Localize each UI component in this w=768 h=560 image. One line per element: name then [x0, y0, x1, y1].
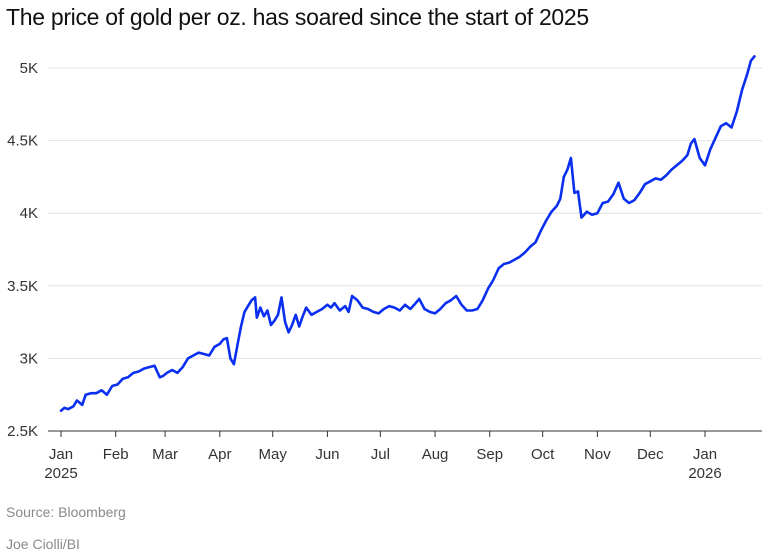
x-axis-ticks: Jan 2025 Feb Mar Apr May Jun Jul Aug Sep Oct Nov Dec…: [44, 431, 722, 482]
x-tick-label: Jul: [371, 446, 390, 463]
source-note: Source: Bloomberg: [6, 504, 126, 520]
x-tick-label: May: [259, 446, 288, 463]
x-tick-label: Jun: [315, 446, 339, 463]
x-tick-year-label: 2026: [688, 465, 721, 482]
chart-title: The price of gold per oz. has soared sin…: [6, 4, 589, 30]
x-tick-label: Mar: [152, 446, 178, 463]
y-tick-label: 5K: [20, 60, 38, 77]
y-axis-ticks: 2.5K 3K 3.5K 4K 4.5K 5K: [7, 60, 38, 440]
chart-svg: 2.5K 3K 3.5K 4K 4.5K 5K Jan 2025 Feb Mar Apr May Ju…: [7, 55, 762, 482]
y-tick-label: 3.5K: [7, 278, 38, 295]
x-tick-year-label: 2025: [44, 465, 77, 482]
x-tick-label: Sep: [476, 446, 503, 463]
y-tick-label: 2.5K: [7, 423, 38, 440]
x-tick-label: Nov: [584, 446, 611, 463]
x-tick-label: Dec: [637, 446, 664, 463]
y-tick-label: 4K: [20, 205, 38, 222]
series-layer: [59, 55, 756, 413]
x-tick-label: Oct: [531, 446, 555, 463]
y-tick-label: 4.5K: [7, 133, 38, 150]
x-tick-label: Feb: [103, 446, 129, 463]
gold-price-line: [59, 55, 756, 413]
y-tick-label: 3K: [20, 350, 38, 367]
gridlines: [48, 67, 762, 432]
x-tick-label: Jan: [49, 446, 73, 463]
x-tick-label: Aug: [422, 446, 449, 463]
x-tick-label: Apr: [208, 446, 231, 463]
x-tick-label: Jan: [693, 446, 717, 463]
credit-note: Joe Ciolli/BI: [6, 536, 80, 552]
